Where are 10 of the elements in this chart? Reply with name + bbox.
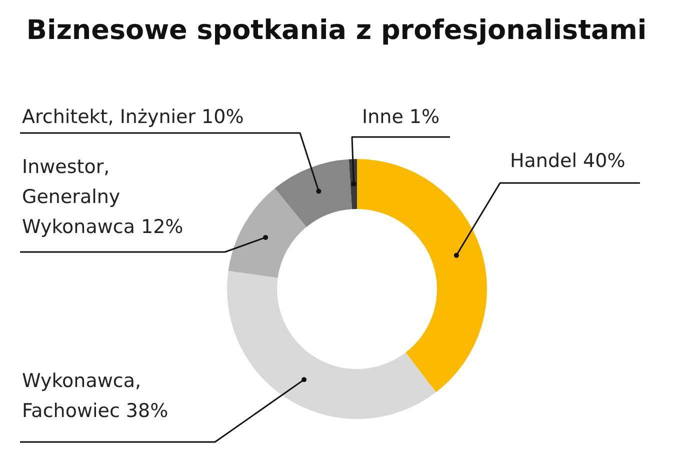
slice-label: Wykonawca, Fachowiec 38% [22,370,168,422]
slice-label: Handel 40% [510,150,626,172]
chart-title: Biznesowe spotkania z profesjonalistami [26,15,647,46]
donut-slice [228,188,306,278]
slice-label: Inwestor, Generalny Wykonawca 12% [22,156,184,238]
donut-slice [357,159,487,392]
slice-label: Architekt, Inżynier 10% [22,106,244,128]
donut-slice [274,159,352,228]
slice-label: Inne 1% [362,106,440,128]
donut-slice [227,270,436,419]
